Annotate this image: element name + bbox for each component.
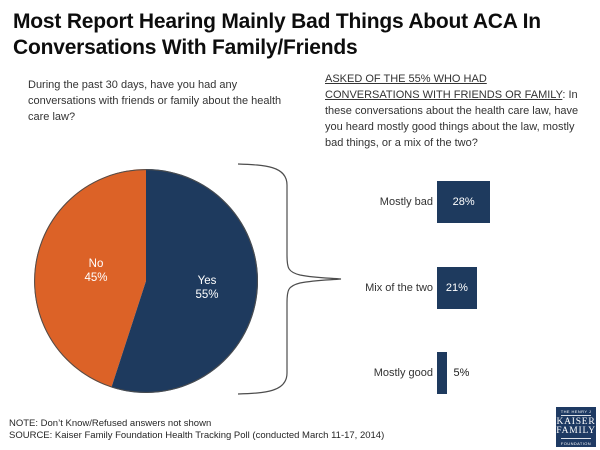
- bar-mostly-bad: 28%: [437, 181, 491, 223]
- pie-slice-no: [34, 169, 147, 388]
- logo-divider-bottom: [561, 438, 591, 439]
- bar-row-mostly-good: Mostly good 5%: [320, 352, 592, 394]
- page-title-line2: Conversations With Family/Friends: [13, 36, 358, 59]
- pie-slice-yes: [111, 169, 258, 393]
- question-right: ASKED OF THE 55% WHO HAD CONVERSATIONS W…: [325, 71, 580, 151]
- logo-family: FAMILY: [556, 426, 596, 436]
- pie-label-no-name: No: [88, 258, 104, 270]
- source-text: SOURCE: Kaiser Family Foundation Health …: [9, 430, 385, 441]
- logo-foundation: FOUNDATION: [560, 440, 592, 446]
- question-right-underlined: ASKED OF THE 55% WHO HAD CONVERSATIONS W…: [325, 73, 563, 101]
- bar-value-label: 28%: [452, 196, 475, 208]
- bar-category-label: Mix of the two: [365, 282, 433, 294]
- bar-row-mostly-bad: Mostly bad 28%: [320, 181, 592, 223]
- pie-chart: [34, 169, 258, 393]
- bar-value-label: 21%: [445, 282, 468, 294]
- bar-category-label: Mostly good: [373, 367, 433, 379]
- pie-label-no: No 45%: [66, 258, 126, 285]
- logo-divider-top: [561, 415, 591, 416]
- bar-value-label: 5%: [453, 367, 470, 379]
- pie-outline: [34, 169, 258, 393]
- footnotes: NOTE: Don’t Know/Refused answers not sho…: [9, 418, 479, 442]
- page-title: Most Report Hearing Mainly Bad Things Ab…: [13, 9, 588, 61]
- pie-label-yes-name: Yes: [197, 275, 217, 287]
- question-right-rest: : In these conversations about the healt…: [325, 89, 579, 149]
- bar-row-mix-of-the-two: Mix of the two 21%: [320, 267, 592, 309]
- note-text: NOTE: Don’t Know/Refused answers not sho…: [9, 418, 212, 429]
- bar-mostly-good: [437, 352, 447, 394]
- pie-label-yes-value: 55%: [195, 288, 219, 301]
- curly-brace-path: [237, 163, 342, 395]
- question-left: During the past 30 days, have you had an…: [28, 79, 282, 123]
- curly-brace: [237, 163, 342, 395]
- pie-label-yes: Yes 55%: [177, 275, 237, 302]
- bar-category-label: Mostly bad: [379, 196, 433, 208]
- logo-henry-j: THE HENRY J: [560, 408, 592, 414]
- pie-label-no-value: 45%: [84, 271, 108, 284]
- kaiser-family-foundation-logo: THE HENRY J KAISER FAMILY FOUNDATION: [556, 407, 596, 447]
- page-title-line1: Most Report Hearing Mainly Bad Things Ab…: [13, 10, 541, 33]
- bar-mix-of-the-two: 21%: [437, 267, 477, 309]
- logo-kaiser: KAISER: [556, 416, 596, 427]
